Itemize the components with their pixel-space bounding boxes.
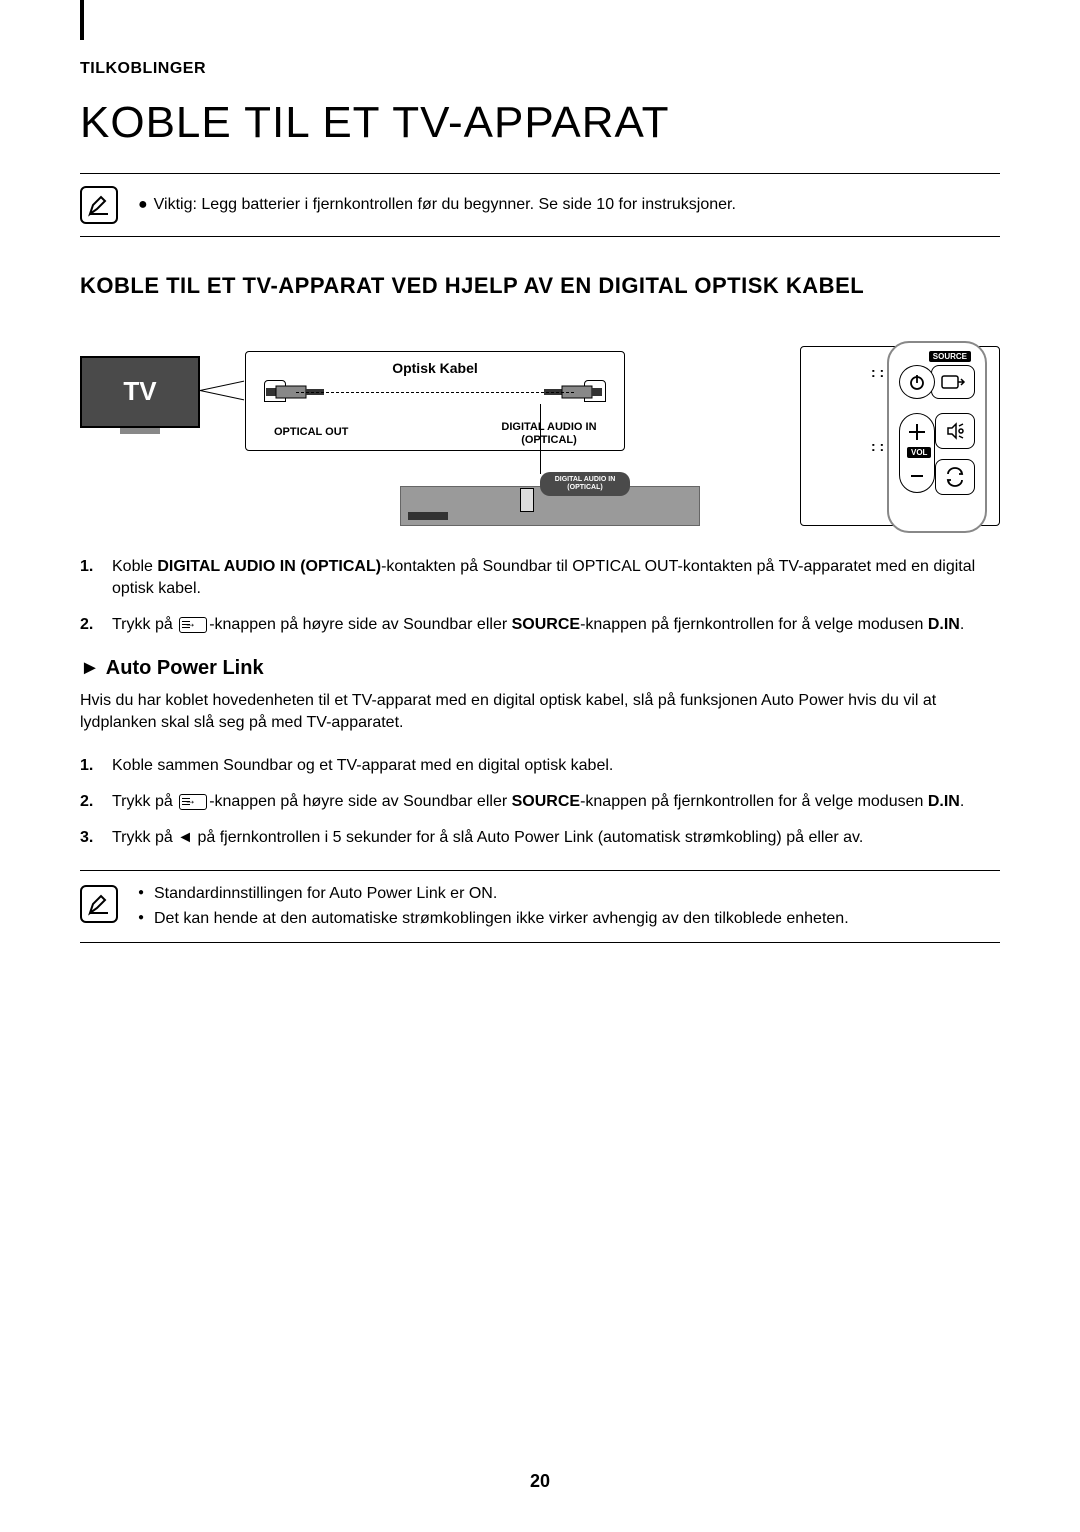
top-note-content: Viktig: Legg batterier i fjernkontrollen… bbox=[154, 196, 736, 213]
remote-repeat-button bbox=[935, 459, 975, 495]
divider bbox=[80, 236, 1000, 237]
divider bbox=[80, 942, 1000, 943]
pointer-line bbox=[540, 404, 541, 474]
source-arrow-icon bbox=[940, 372, 966, 392]
soundbar-port-line2: (OPTICAL) bbox=[567, 484, 602, 492]
step-bold: SOURCE bbox=[512, 616, 580, 633]
top-note-row: ●Viktig: Legg batterier i fjernkontrolle… bbox=[80, 174, 1000, 236]
steps-list-2: Koble sammen Soundbar og et TV-apparat m… bbox=[80, 755, 1000, 850]
source-inline-icon bbox=[179, 794, 207, 810]
remote-power-button bbox=[899, 365, 935, 399]
step-1: Koble DIGITAL AUDIO IN (OPTICAL)-kontakt… bbox=[80, 556, 1000, 601]
cable-title: Optisk Kabel bbox=[392, 360, 478, 376]
ap-step-2: Trykk på -knappen på høyre side av Sound… bbox=[80, 791, 1000, 813]
top-note-text: ●Viktig: Legg batterier i fjernkontrolle… bbox=[138, 196, 736, 214]
auto-power-title: Auto Power Link bbox=[106, 657, 264, 679]
step-bold: DIGITAL AUDIO IN (OPTICAL) bbox=[157, 558, 381, 575]
connector-line bbox=[200, 390, 244, 400]
cable-wire bbox=[296, 392, 574, 393]
bottom-note-list: Standardinnstillingen for Auto Power Lin… bbox=[138, 881, 849, 932]
soundbar-port-line1: DIGITAL AUDIO IN bbox=[555, 476, 616, 484]
section-label: TILKOBLINGER bbox=[80, 60, 1000, 78]
step-text: Trykk på bbox=[112, 616, 177, 633]
step-bold: D.IN bbox=[928, 793, 960, 810]
subheading-optical: KOBLE TIL ET TV-APPARAT VED HJELP AV EN … bbox=[80, 272, 1000, 301]
remote-settings-button bbox=[935, 413, 975, 449]
indicator-dots: : : bbox=[871, 443, 884, 450]
step-text: -knappen på høyre side av Soundbar eller bbox=[209, 793, 511, 810]
soundbar-graphic: DIGITAL AUDIO IN (OPTICAL) bbox=[400, 466, 700, 526]
step-text: . bbox=[960, 616, 964, 633]
soundbar-slot bbox=[408, 512, 448, 520]
port-in-line1: DIGITAL AUDIO IN bbox=[501, 421, 596, 433]
port-in-line2: (OPTICAL) bbox=[521, 434, 577, 446]
remote-vol-label: VOL bbox=[907, 447, 931, 458]
source-inline-icon bbox=[179, 617, 207, 633]
step-text: . bbox=[960, 793, 964, 810]
ap-step-1: Koble sammen Soundbar og et TV-apparat m… bbox=[80, 755, 1000, 777]
step-text: Koble bbox=[112, 558, 157, 575]
step-text: -knappen på fjernkontrollen for å velge … bbox=[580, 616, 928, 633]
ap-step-3: Trykk på ◄ på fjernkontrollen i 5 sekund… bbox=[80, 827, 1000, 849]
auto-power-intro: Hvis du har koblet hovedenheten til et T… bbox=[80, 690, 1000, 735]
connector-line bbox=[200, 380, 244, 390]
pencil-note-icon bbox=[80, 885, 118, 923]
tv-graphic: TV bbox=[80, 356, 200, 428]
page-number: 20 bbox=[530, 1471, 550, 1492]
remote-source-button bbox=[931, 365, 975, 399]
page-title: KOBLE TIL ET TV-APPARAT bbox=[80, 98, 1000, 148]
power-icon bbox=[908, 373, 926, 391]
pencil-note-icon bbox=[80, 186, 118, 224]
remote-source-label: SOURCE bbox=[929, 351, 971, 362]
optical-cable-box: Optisk Kabel OPTICAL OUT DIGITAL AUDIO I… bbox=[245, 351, 625, 451]
indicator-dots: : : bbox=[871, 369, 884, 376]
page-corner-mark bbox=[80, 0, 84, 40]
step-bold: SOURCE bbox=[512, 793, 580, 810]
digital-audio-in-label: DIGITAL AUDIO IN (OPTICAL) bbox=[484, 421, 614, 447]
bottom-note-2: Det kan hende at den automatiske strømko… bbox=[138, 906, 849, 932]
step-text: -knappen på fjernkontrollen for å velge … bbox=[580, 793, 928, 810]
tv-stand bbox=[120, 428, 160, 434]
bottom-note-1: Standardinnstillingen for Auto Power Lin… bbox=[138, 881, 849, 907]
repeat-icon bbox=[944, 466, 966, 488]
optical-out-label: OPTICAL OUT bbox=[274, 426, 348, 439]
step-text: -knappen på høyre side av Soundbar eller bbox=[209, 616, 511, 633]
connection-diagram: TV Optisk Kabel OPTICAL OUT DIGITAL AUDI… bbox=[80, 326, 1000, 526]
soundbar-jack bbox=[520, 488, 534, 512]
remote-body: SOURCE : : VOL : : bbox=[887, 341, 987, 533]
step-2: Trykk på -knappen på høyre side av Sound… bbox=[80, 614, 1000, 636]
soundbar-port-label: DIGITAL AUDIO IN (OPTICAL) bbox=[540, 472, 630, 496]
play-arrow-icon: ► bbox=[80, 657, 100, 679]
remote-diagram: SOURCE : : VOL : : bbox=[800, 346, 1000, 526]
step-bold: D.IN bbox=[928, 616, 960, 633]
step-text: Trykk på bbox=[112, 793, 177, 810]
steps-list-1: Koble DIGITAL AUDIO IN (OPTICAL)-kontakt… bbox=[80, 556, 1000, 637]
sound-settings-icon bbox=[944, 420, 966, 442]
auto-power-heading: ► Auto Power Link bbox=[80, 657, 1000, 680]
bottom-note-block: Standardinnstillingen for Auto Power Lin… bbox=[80, 871, 1000, 942]
